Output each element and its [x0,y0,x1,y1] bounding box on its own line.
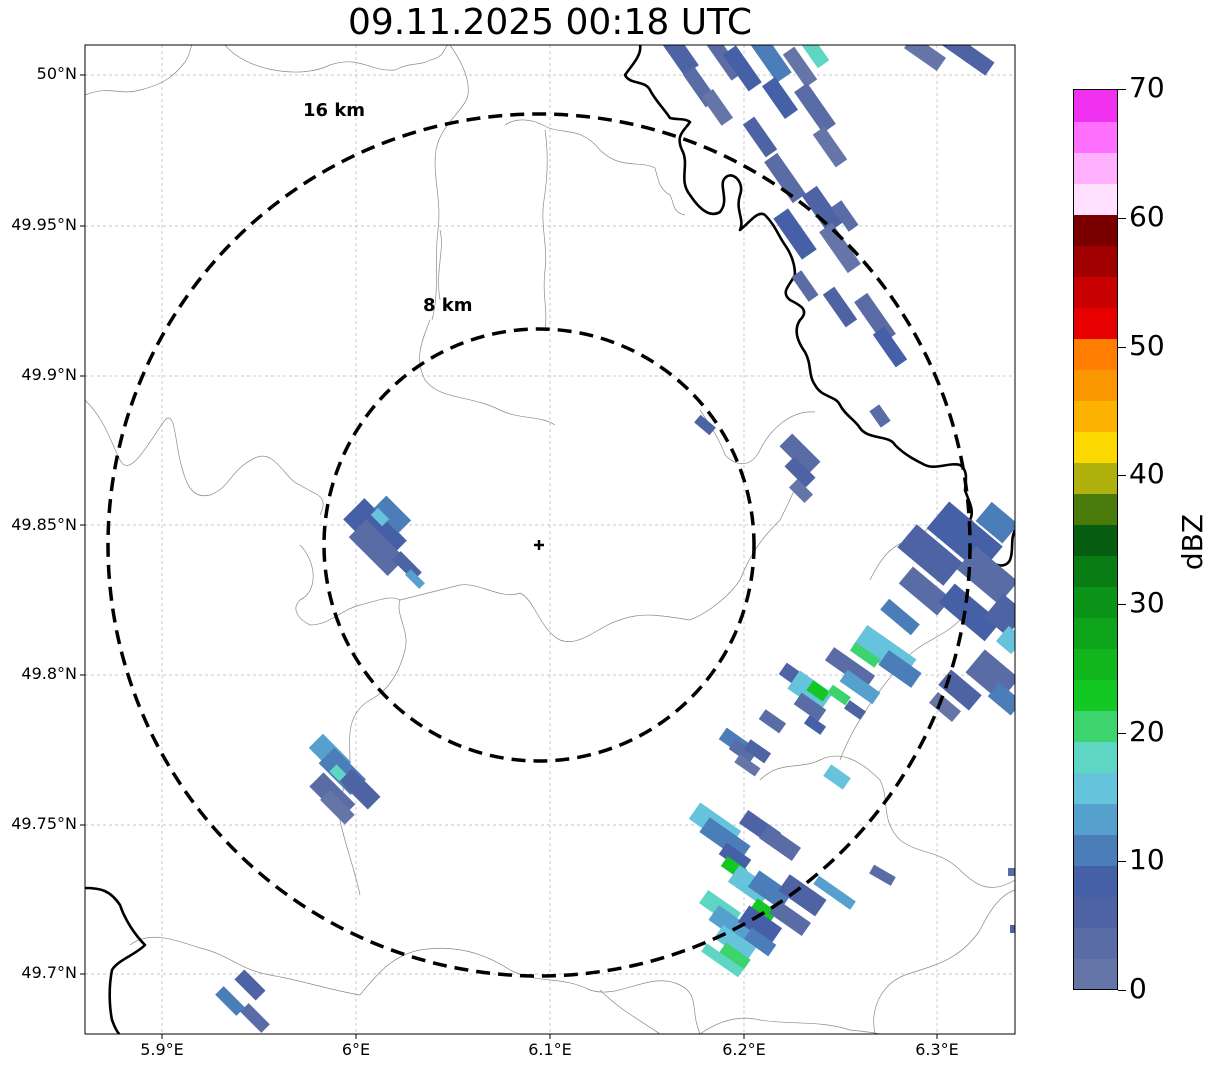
colorbar-bin [1074,307,1117,339]
lat-label-49-9: 49.9°N [21,365,77,384]
range-ring-label-16km: 16 km [303,100,366,121]
colorbar-tick-label: 10 [1129,843,1165,876]
colorbar-bin [1074,555,1117,587]
colorbar-bin [1074,462,1117,494]
colorbar-bin [1074,493,1117,525]
colorbar-tick-label: 20 [1129,715,1165,748]
lat-label-49-85: 49.85°N [11,515,77,534]
colorbar-tick-label: 50 [1129,329,1165,362]
colorbar-tick [1118,89,1126,90]
colorbar-bin [1074,772,1117,804]
colorbar-bin [1074,927,1117,959]
colorbar-bin [1074,183,1117,215]
lat-label-49-7: 49.7°N [21,963,77,982]
lon-label-5-9: 5.9°E [140,1040,184,1059]
colorbar-bin [1074,679,1117,711]
colorbar-bin [1074,90,1117,122]
plus-icon [534,540,544,550]
lon-label-6-3: 6.3°E [915,1040,959,1059]
country-borders [85,45,1015,1034]
lat-label-49-8: 49.8°N [21,664,77,683]
colorbar-bin [1074,369,1117,401]
colorbar-tick-label: 40 [1129,457,1165,490]
colorbar-bin [1074,586,1117,618]
range-ring-8km [322,327,756,763]
colorbar-bin [1074,524,1117,556]
colorbar-tick [1118,733,1126,734]
colorbar-bin [1074,896,1117,928]
colorbar-bin [1074,121,1117,153]
lon-label-6: 6°E [341,1040,371,1059]
range-ring-label-8km: 8 km [423,295,473,316]
colorbar-tick-label: 0 [1129,972,1147,1005]
colorbar-bin [1074,617,1117,649]
colorbar-tick [1118,604,1126,605]
colorbar-tick-label: 60 [1129,200,1165,233]
lat-label-49-95: 49.95°N [11,215,77,234]
colorbar-bin [1074,865,1117,897]
colorbar-bin [1074,214,1117,246]
range-rings [106,112,972,978]
colorbar-bin [1074,741,1117,773]
colorbar-bin [1074,958,1117,989]
colorbar-bin [1074,834,1117,866]
map-title: 09.11.2025 00:18 UTC [347,2,753,43]
colorbar-tick [1118,347,1126,348]
range-ring-16km [106,112,972,978]
colorbar-bin [1074,338,1117,370]
colorbar-bin [1074,245,1117,277]
colorbar-bin [1074,431,1117,463]
lat-label-50: 50°N [36,64,77,83]
colorbar-bin [1074,276,1117,308]
colorbar-bin [1074,400,1117,432]
colorbar-tick-label: 70 [1129,71,1165,104]
lon-label-6-1: 6.1°E [528,1040,572,1059]
colorbar-tick [1118,475,1126,476]
colorbar-bin [1074,803,1117,835]
colorbar [1073,89,1118,990]
colorbar-label: dBZ [1176,513,1207,571]
colorbar-tick [1118,990,1126,991]
lon-label-6-2: 6.2°E [722,1040,766,1059]
colorbar-bin [1074,152,1117,184]
colorbar-tick [1118,218,1126,219]
grid-lines [85,45,1015,1034]
colorbar-bin [1074,648,1117,680]
colorbar-bin [1074,710,1117,742]
colorbar-tick-label: 30 [1129,586,1165,619]
lat-label-49-75: 49.75°N [11,814,77,833]
colorbar-tick [1118,861,1126,862]
axis-ticks [80,74,938,1039]
